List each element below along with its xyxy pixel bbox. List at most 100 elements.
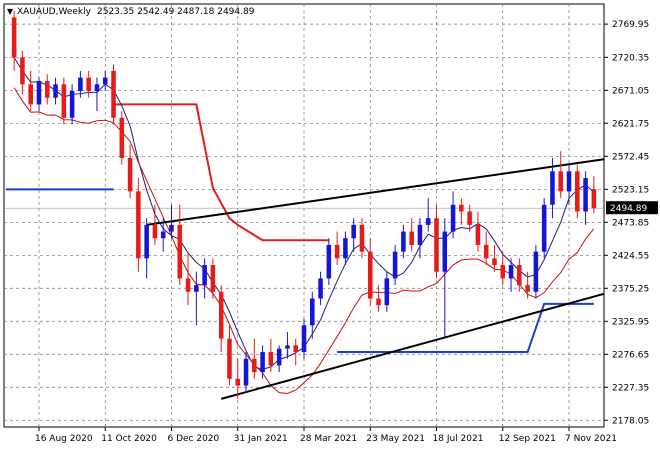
chart-header: ▼ XAUAUD,Weekly 2523.35 2542.49 2487.18 … <box>7 7 255 17</box>
candle-body-58 <box>492 258 497 266</box>
candle-body-10 <box>94 84 100 92</box>
candle-body-31 <box>268 352 274 366</box>
candle-body-1 <box>20 57 25 85</box>
price-axis: 2769.95 2720.35 2671.05 2621.75 2572.45 2523.… <box>604 20 649 426</box>
y-tick-label-12: 2178.05 <box>612 416 649 426</box>
candle-body-23 <box>202 265 207 286</box>
candle-51 <box>434 204 439 279</box>
candle-54 <box>459 198 464 225</box>
candle-body-65 <box>550 171 555 205</box>
red-moving-average <box>13 87 595 394</box>
candle-18 <box>160 218 166 252</box>
candle-body-45 <box>384 278 390 306</box>
candle-body-44 <box>376 298 381 306</box>
candle-body-60 <box>508 265 514 279</box>
candle-body-54 <box>459 204 464 212</box>
candle-6 <box>61 77 67 125</box>
candle-35 <box>301 318 307 359</box>
candle-body-46 <box>392 251 398 279</box>
candle-50 <box>425 198 431 232</box>
x-tick-label-3: 31 Jan 2021 <box>234 434 288 444</box>
candle-body-68 <box>575 171 580 212</box>
candle-body-13 <box>119 117 125 158</box>
candle-66 <box>558 151 564 199</box>
candle-53 <box>450 191 456 239</box>
candle-67 <box>566 164 572 205</box>
candle-28 <box>243 352 249 393</box>
candle-68 <box>575 164 580 219</box>
candle-16 <box>144 218 149 279</box>
red-step-indicator <box>113 103 329 242</box>
candle-body-53 <box>450 204 456 232</box>
candle-body-8 <box>78 77 83 92</box>
candle-43 <box>367 238 373 306</box>
y-tick-label-9: 2325.95 <box>612 317 649 327</box>
y-tick-label-0: 2769.95 <box>612 20 649 30</box>
candle-body-25 <box>218 291 224 339</box>
candle-26 <box>227 325 232 386</box>
y-tick-label-2: 2671.05 <box>612 86 649 96</box>
x-tick-label-5: 23 May 2021 <box>366 434 425 444</box>
candle-22 <box>194 271 199 326</box>
dropdown-triangle-icon[interactable]: ▼ <box>7 7 14 16</box>
candle-11 <box>102 70 108 92</box>
candle-60 <box>508 258 514 292</box>
candle-2 <box>28 70 33 112</box>
candle-body-26 <box>227 338 232 379</box>
candle-body-33 <box>285 345 290 349</box>
candle-body-38 <box>326 244 332 279</box>
candle-body-43 <box>367 251 373 299</box>
candle-48 <box>409 218 414 252</box>
y-tick-label-3: 2621.75 <box>612 119 649 129</box>
candle-body-50 <box>425 218 431 225</box>
candle-59 <box>500 251 506 286</box>
candle-body-40 <box>343 238 348 259</box>
candle-body-19 <box>169 224 174 232</box>
x-tick-label-8: 7 Nov 2021 <box>565 434 617 444</box>
candle-body-21 <box>185 278 191 292</box>
candle-27 <box>235 358 241 399</box>
candle-body-30 <box>260 352 265 373</box>
candle-19 <box>169 204 174 239</box>
candle-47 <box>401 224 406 259</box>
candle-30 <box>260 345 265 379</box>
candle-body-22 <box>194 285 199 292</box>
candle-body-51 <box>434 218 439 272</box>
candle-23 <box>202 258 207 299</box>
candle-65 <box>550 157 555 219</box>
candle-34 <box>293 338 298 366</box>
candle-0 <box>11 10 17 71</box>
candle-62 <box>525 271 530 299</box>
candle-58 <box>492 244 497 272</box>
current-price-label: 2494.89 <box>610 204 647 214</box>
candle-21 <box>185 251 191 306</box>
candle-3 <box>36 77 42 112</box>
support-trendline <box>220 292 605 400</box>
candle-40 <box>343 231 348 266</box>
candle-44 <box>376 285 381 312</box>
candle-body-42 <box>359 224 365 252</box>
candle-38 <box>326 238 332 286</box>
candle-64 <box>541 198 547 259</box>
x-tick-label-7: 12 Sep 2021 <box>499 434 556 444</box>
candle-body-15 <box>136 191 141 259</box>
candle-17 <box>152 204 158 245</box>
candle-body-9 <box>86 77 91 92</box>
candle-body-24 <box>210 265 216 292</box>
candle-55 <box>467 204 472 232</box>
y-tick-label-5: 2523.15 <box>612 185 649 195</box>
candle-body-0 <box>11 17 17 58</box>
candle-46 <box>392 244 398 286</box>
trendlines <box>146 158 605 400</box>
candle-body-18 <box>160 231 166 239</box>
y-tick-label-8: 2375.25 <box>612 284 649 294</box>
y-tick-label-11: 2227.35 <box>612 383 649 393</box>
candle-body-29 <box>252 358 257 373</box>
candle-body-28 <box>243 358 249 386</box>
candle-42 <box>359 218 365 259</box>
candle-body-52 <box>442 231 448 272</box>
candle-25 <box>218 285 224 353</box>
candle-14 <box>127 144 133 199</box>
